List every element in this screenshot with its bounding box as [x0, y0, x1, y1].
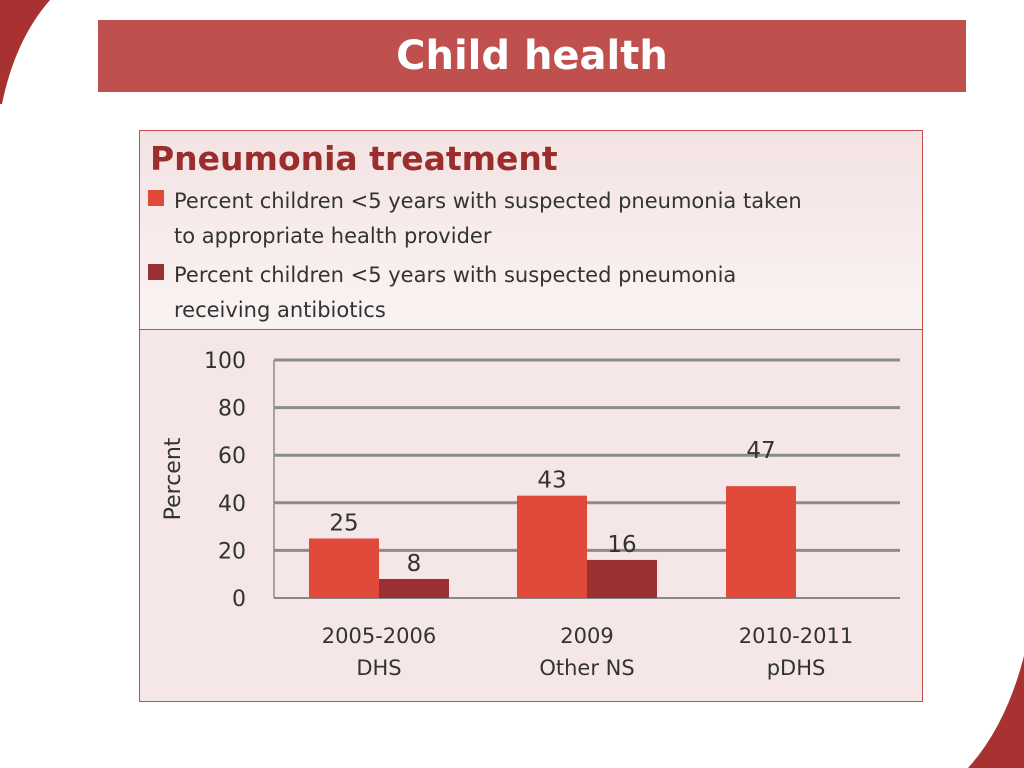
legend-swatch-antibiotics [148, 264, 164, 280]
legend-line: receiving antibiotics [174, 298, 386, 322]
chart-title: Pneumonia treatment [150, 139, 558, 178]
legend-label-health-provider: Percent children <5 years with suspected… [174, 184, 884, 254]
data-label: 47 [746, 438, 775, 464]
x-category-label: pDHS [767, 656, 826, 680]
y-tick-label: 0 [232, 587, 246, 612]
data-label: 43 [537, 468, 566, 494]
legend-label-antibiotics: Percent children <5 years with suspected… [174, 258, 884, 328]
x-category-label: 2005-2006 [322, 624, 436, 648]
legend-line: Percent children <5 years with suspected… [174, 263, 737, 287]
y-tick-label: 100 [204, 349, 246, 374]
data-label: 25 [329, 511, 358, 537]
y-tick-label: 60 [218, 444, 246, 469]
bar-chart: 0 20 40 60 80 100 Percent 25 43 47 8 16 2005-2006 DHS… [161, 349, 900, 680]
x-category-label: 2009 [560, 624, 613, 648]
y-axis-title: Percent [161, 437, 186, 520]
x-category-label: 2010-2011 [739, 624, 853, 648]
corner-decoration-top-left [0, 0, 50, 104]
y-tick-label: 40 [218, 492, 246, 517]
bar-1-1 [309, 538, 379, 598]
corner-decoration-bottom-right [968, 656, 1024, 768]
data-label: 16 [607, 532, 636, 558]
x-category-label: DHS [356, 656, 401, 680]
legend-line: Percent children <5 years with suspected… [174, 189, 802, 213]
bar-2-2 [587, 559, 657, 598]
data-label: 8 [407, 551, 422, 577]
legend-swatch-health-provider [148, 190, 164, 206]
title-banner: Child health [98, 20, 966, 92]
bar-2-1 [379, 578, 449, 598]
bars [309, 486, 796, 598]
labels: 0 20 40 60 80 100 Percent 25 43 47 8 16 2005-2006 DHS… [161, 349, 853, 680]
chart-panel: Pneumonia treatment Percent children <5 … [139, 130, 923, 702]
bar-1-3 [726, 486, 796, 598]
legend-line: to appropriate health provider [174, 224, 492, 248]
x-category-label: Other NS [539, 656, 634, 680]
slide-title: Child health [396, 33, 668, 79]
bar-1-2 [517, 495, 587, 598]
chart-header: Pneumonia treatment Percent children <5 … [140, 131, 922, 330]
y-tick-label: 80 [218, 397, 246, 422]
y-tick-label: 20 [218, 539, 246, 564]
